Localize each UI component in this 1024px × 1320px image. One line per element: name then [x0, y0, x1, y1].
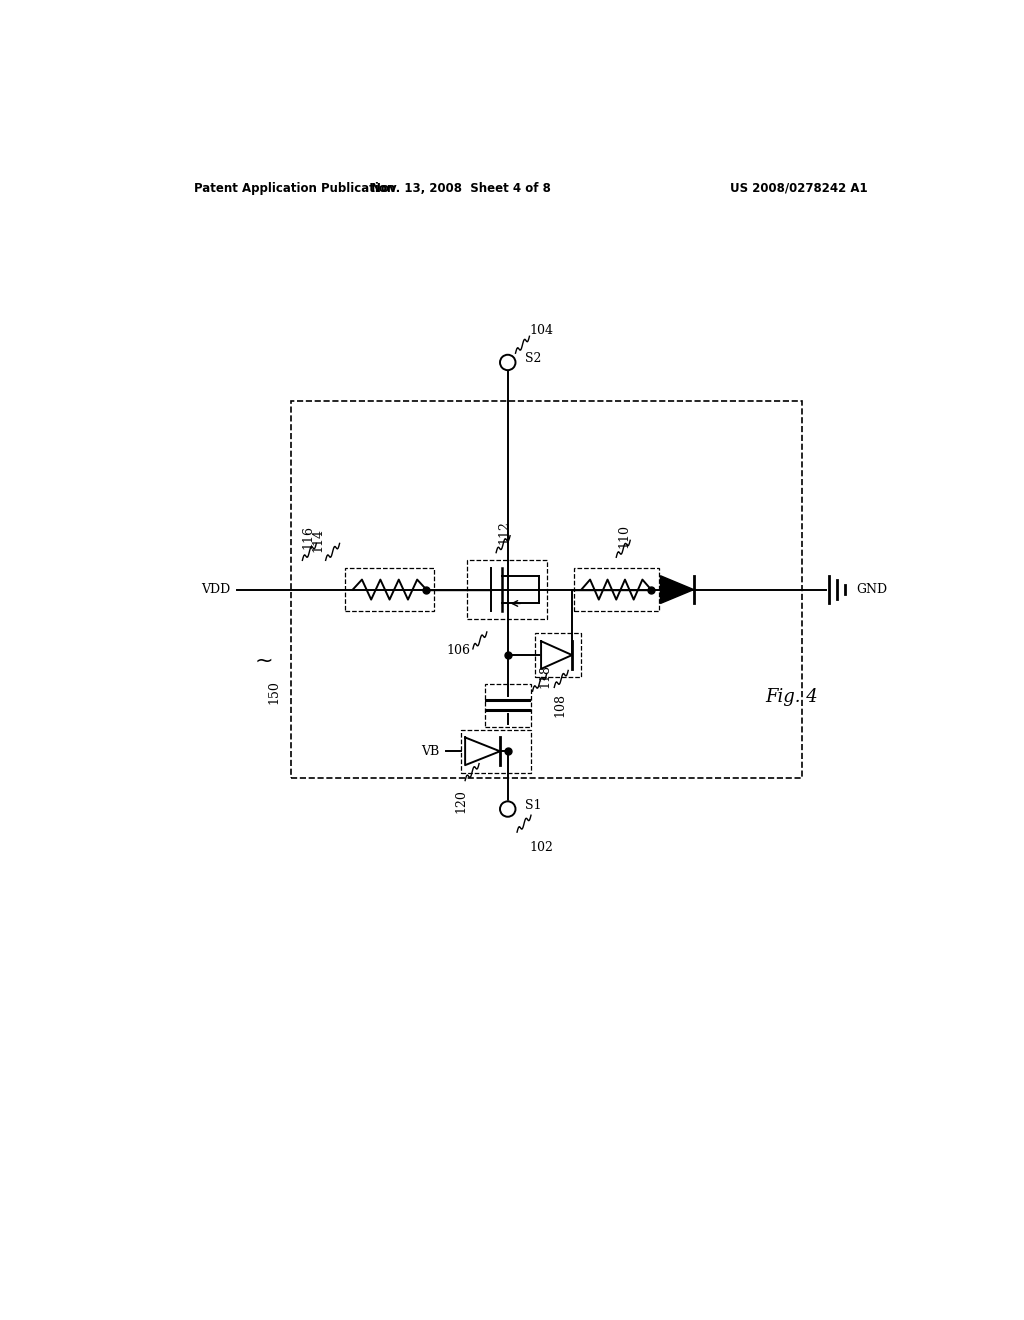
Text: 120: 120 [455, 789, 468, 813]
Text: 114: 114 [311, 528, 325, 552]
Text: ~: ~ [254, 651, 273, 671]
Text: 118: 118 [539, 664, 552, 688]
Text: 112: 112 [498, 520, 510, 544]
Text: S2: S2 [524, 352, 541, 366]
Text: 102: 102 [529, 841, 553, 854]
Text: S1: S1 [524, 799, 542, 812]
Text: GND: GND [856, 583, 888, 597]
Polygon shape [541, 642, 572, 669]
Text: Patent Application Publication: Patent Application Publication [194, 182, 395, 194]
Text: 150: 150 [267, 680, 281, 704]
Text: Fig. 4: Fig. 4 [765, 689, 818, 706]
Text: 108: 108 [553, 693, 566, 717]
Circle shape [500, 801, 515, 817]
Text: 116: 116 [301, 525, 314, 549]
Text: Nov. 13, 2008  Sheet 4 of 8: Nov. 13, 2008 Sheet 4 of 8 [372, 182, 551, 194]
Text: 110: 110 [617, 524, 631, 548]
Circle shape [500, 355, 515, 370]
Polygon shape [660, 576, 693, 603]
Text: 106: 106 [446, 644, 471, 657]
Text: VB: VB [421, 744, 439, 758]
Text: US 2008/0278242 A1: US 2008/0278242 A1 [730, 182, 868, 194]
Text: 104: 104 [529, 323, 553, 337]
Text: VDD: VDD [201, 583, 230, 597]
